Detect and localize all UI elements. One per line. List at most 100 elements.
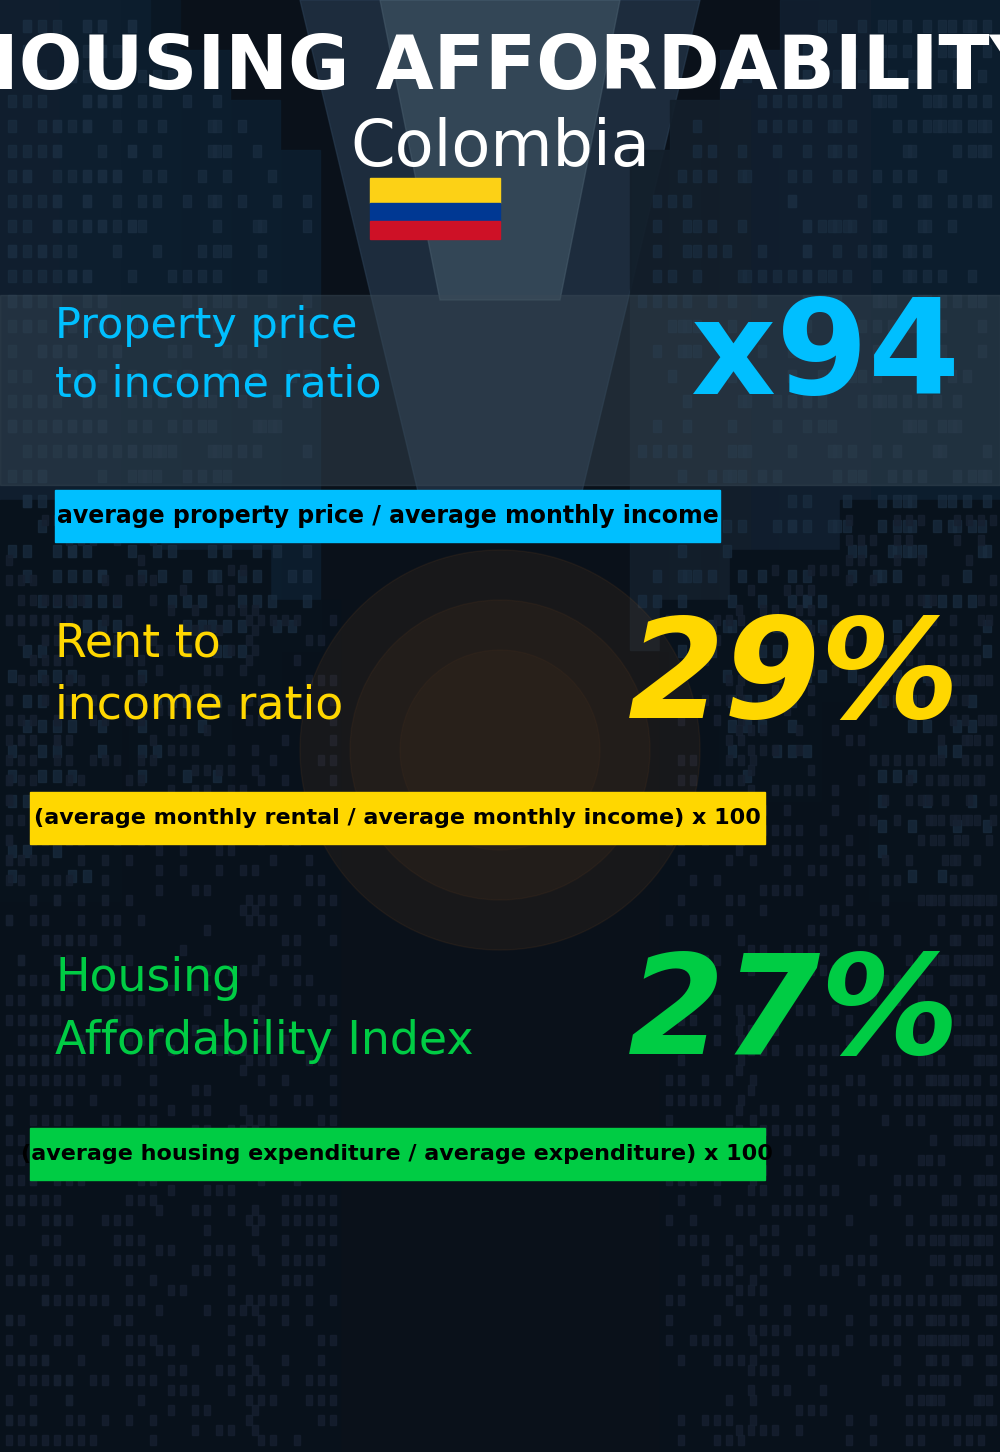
Bar [906,974,912,984]
Bar [888,221,896,232]
Bar [894,1154,900,1165]
Bar [808,1406,814,1416]
Bar [54,1355,60,1365]
Bar [42,775,48,786]
Bar [156,706,162,714]
Bar [273,544,281,558]
Bar [78,515,84,526]
Bar [306,1334,312,1345]
Bar [66,796,72,804]
Bar [90,1395,96,1406]
Bar [98,669,106,682]
Bar [938,470,946,482]
Bar [68,270,76,282]
Bar [253,544,261,558]
Bar [330,796,336,804]
Bar [832,1165,838,1175]
Bar [18,696,24,706]
Bar [128,495,136,507]
Bar [978,655,984,665]
Bar [758,745,766,756]
Bar [192,1205,198,1215]
Bar [18,1395,24,1406]
Bar [894,1056,900,1064]
Bar [78,1195,84,1205]
Bar [760,725,766,735]
Bar [918,995,924,1005]
Bar [330,696,336,706]
Bar [83,295,91,306]
Bar [102,894,108,905]
Bar [113,444,121,457]
Bar [966,696,972,706]
Bar [83,495,91,507]
Bar [53,270,61,282]
Bar [858,170,866,182]
Bar [954,1355,960,1365]
Bar [803,319,811,333]
Bar [832,1185,838,1195]
Bar [728,270,736,282]
Bar [54,675,60,685]
Bar [30,1035,36,1045]
Bar [238,346,246,357]
Bar [54,1295,60,1305]
Bar [773,370,781,382]
Bar [68,395,76,407]
Bar [54,1334,60,1345]
Bar [918,20,926,32]
Bar [68,145,76,157]
Bar [66,935,72,945]
Bar [113,45,121,57]
Bar [942,855,948,865]
Bar [294,1355,300,1365]
Bar [42,1074,48,1085]
Bar [693,645,701,656]
Bar [966,1175,972,1185]
Bar [138,420,146,433]
Bar [270,955,276,966]
Bar [42,735,48,745]
Bar [18,595,24,605]
Bar [693,620,701,632]
Bar [942,1295,948,1305]
Bar [990,616,996,624]
Bar [66,1035,72,1045]
Bar [788,669,796,682]
Bar [330,675,336,685]
Bar [240,1146,246,1154]
Bar [42,876,48,886]
Bar [903,319,911,333]
Bar [30,1154,36,1165]
Bar [930,1295,936,1305]
Bar [918,714,924,725]
Bar [678,755,684,765]
Bar [90,1295,96,1305]
Bar [253,595,261,607]
Bar [318,635,324,645]
Bar [736,1406,742,1416]
Bar [832,585,838,595]
Bar [270,696,276,706]
Bar [954,1056,960,1064]
Bar [83,70,91,81]
Bar [23,346,31,357]
Bar [216,925,222,935]
Bar [893,170,901,182]
Bar [846,1435,852,1445]
Bar [30,1295,36,1305]
Bar [90,755,96,765]
Bar [306,1255,312,1265]
Bar [846,1375,852,1385]
Bar [848,195,856,208]
Bar [870,595,876,605]
Bar [858,755,864,765]
Bar [630,150,700,650]
Bar [748,786,754,796]
Bar [98,270,106,282]
Bar [966,1375,972,1385]
Bar [693,420,701,433]
Bar [42,1275,48,1285]
Bar [702,1316,708,1326]
Bar [98,319,106,333]
